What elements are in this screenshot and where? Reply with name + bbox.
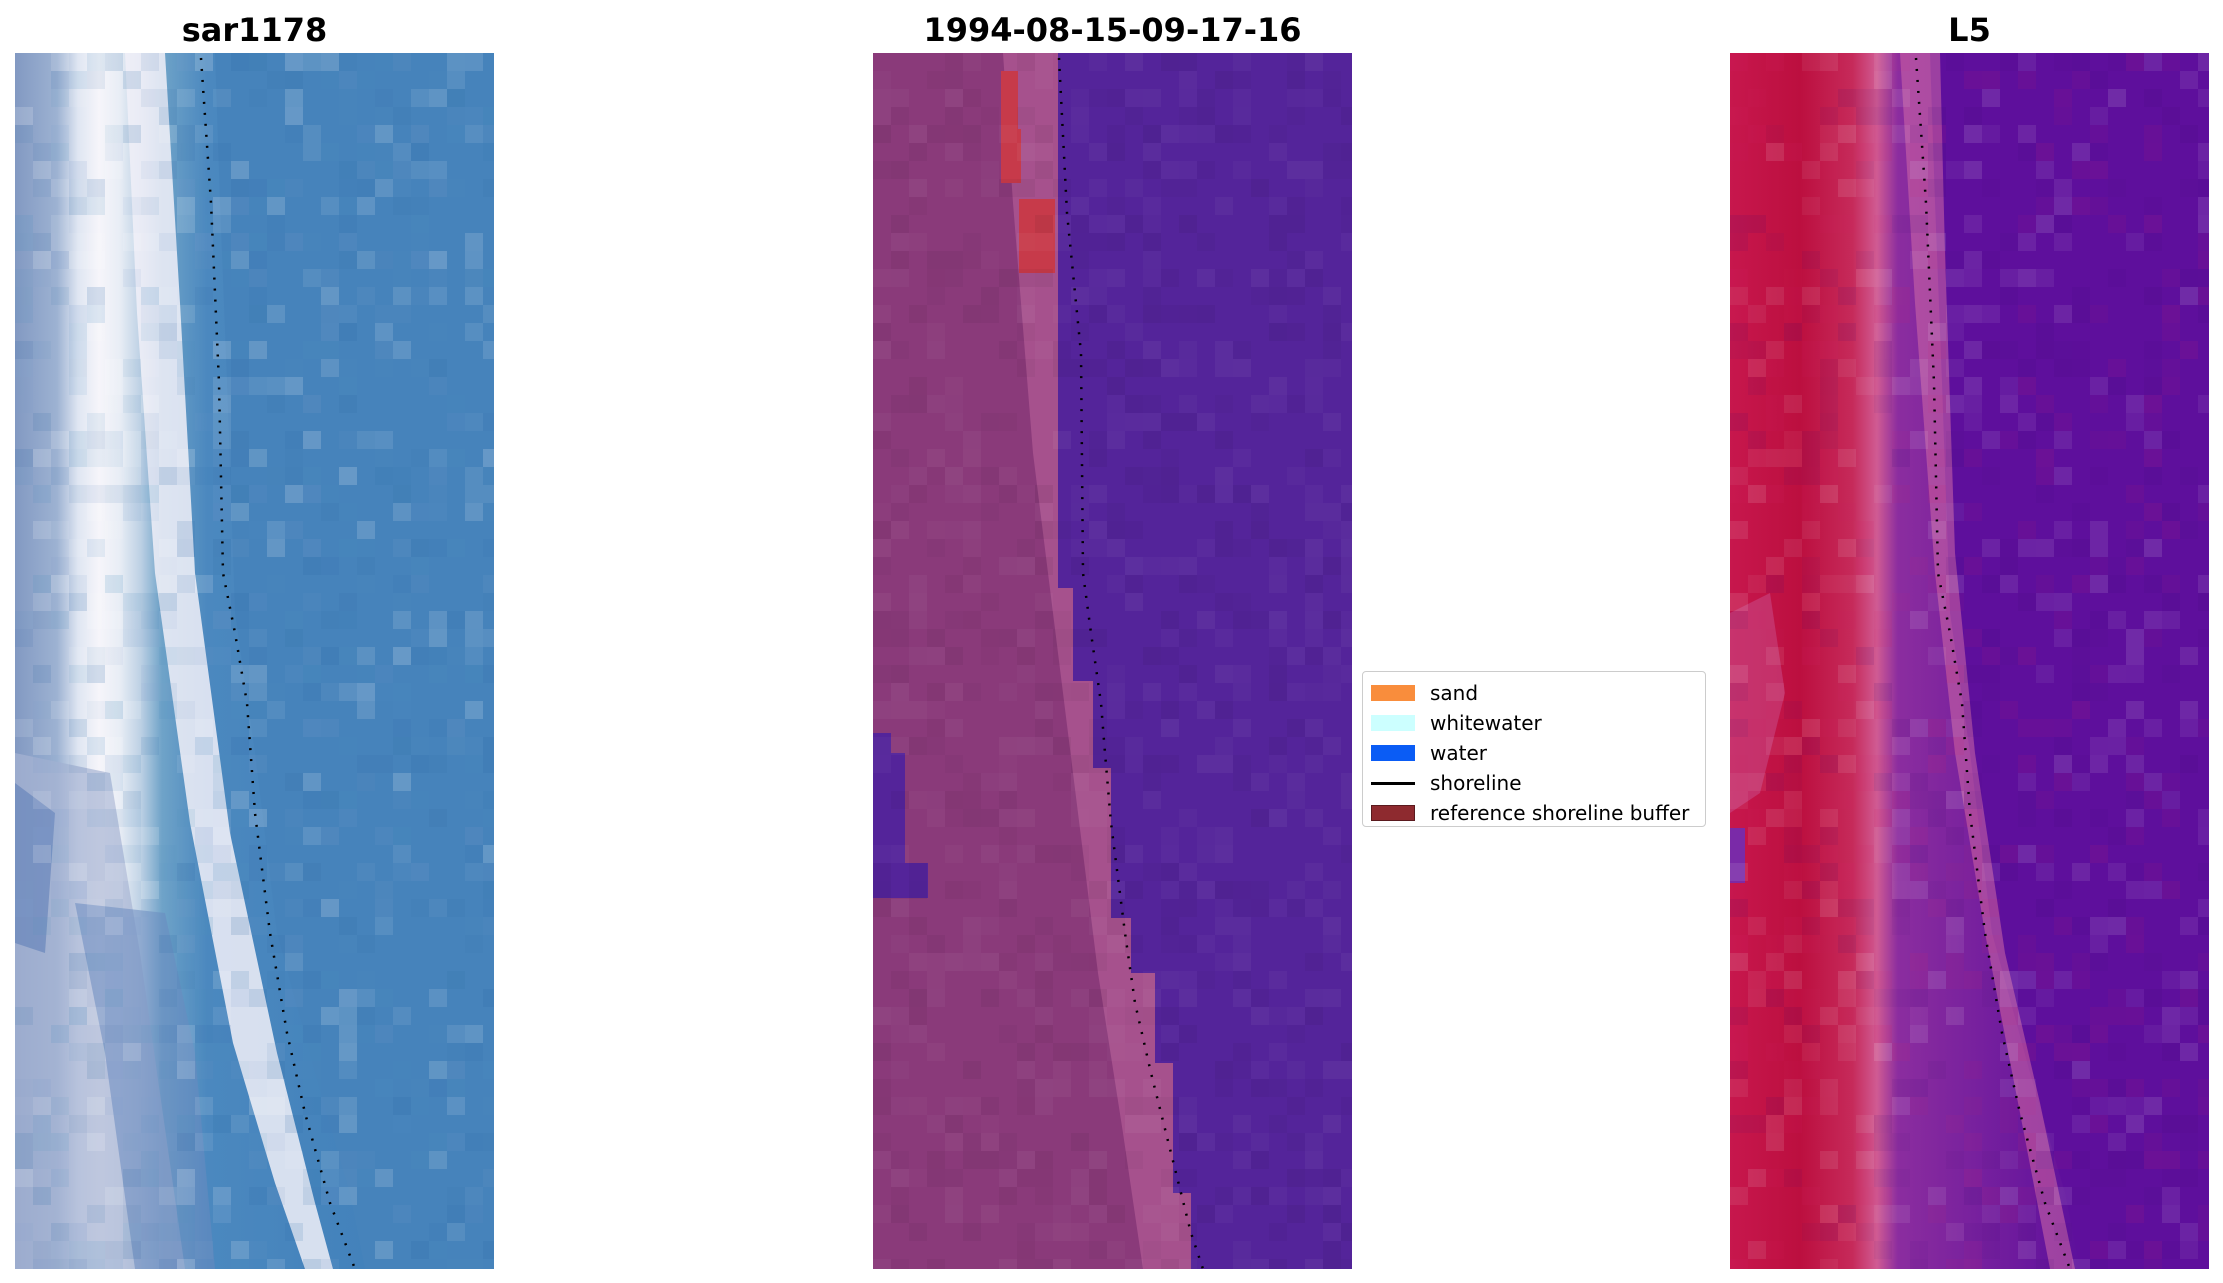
rgb-image-panel — [15, 53, 494, 1269]
shoreline — [199, 57, 357, 1269]
shoreline — [1914, 57, 2072, 1269]
legend-item-sand: sand — [1371, 678, 1697, 708]
legend-swatch-sand — [1371, 685, 1415, 701]
legend-swatch-whitewater — [1371, 715, 1415, 731]
panel-title-rgb: sar1178 — [181, 11, 328, 49]
panel-title-swir: L5 — [1948, 11, 1991, 49]
legend-label: sand — [1430, 681, 1479, 705]
legend-item-shoreline: shoreline — [1371, 768, 1697, 798]
legend-label: reference shoreline buffer — [1430, 801, 1690, 825]
rgb-image — [15, 53, 494, 1269]
legend-label: shoreline — [1430, 771, 1522, 795]
legend-swatch-water — [1371, 745, 1415, 761]
legend-swatch-reference-buffer — [1371, 805, 1415, 821]
classification-panel — [873, 53, 1352, 1269]
legend-label: whitewater — [1430, 711, 1542, 735]
classification-image — [873, 53, 1352, 1269]
shoreline — [1057, 57, 1205, 1269]
legend: sand whitewater water shoreline referenc… — [1362, 671, 1706, 827]
legend-item-water: water — [1371, 738, 1697, 768]
legend-line-shoreline — [1371, 781, 1415, 785]
false-color-image — [1730, 53, 2209, 1269]
legend-item-reference-buffer: reference shoreline buffer — [1371, 798, 1697, 828]
legend-label: water — [1430, 741, 1487, 765]
legend-item-whitewater: whitewater — [1371, 708, 1697, 738]
panel-title-classification: 1994-08-15-09-17-16 — [923, 11, 1302, 49]
swir-image-panel — [1730, 53, 2209, 1269]
